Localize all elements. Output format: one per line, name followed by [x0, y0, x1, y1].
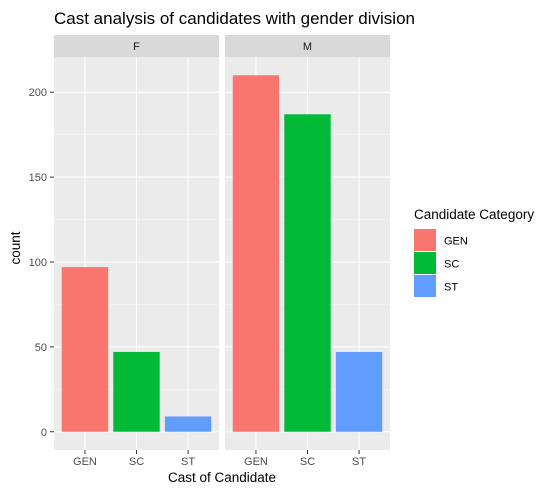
legend: Candidate Category GEN SC ST	[414, 207, 534, 297]
legend-label: SC	[444, 259, 459, 271]
legend-title: Candidate Category	[414, 207, 534, 222]
y-tick-label: 50	[35, 342, 47, 354]
facet-strip	[225, 35, 390, 57]
bar-m-gen	[232, 75, 280, 432]
y-tick-label: 0	[41, 427, 47, 439]
legend-keys: GEN SC ST	[414, 229, 468, 297]
x-tick-label: GEN	[244, 456, 268, 468]
legend-key-st	[414, 275, 436, 297]
x-tick-label: SC	[129, 456, 144, 468]
x-tick-label: SC	[300, 456, 315, 468]
facet-strip	[54, 35, 219, 57]
y-axis-title: count	[8, 231, 23, 264]
legend-label: ST	[444, 282, 458, 294]
y-tick-label: 200	[29, 87, 47, 99]
legend-key-gen	[414, 229, 436, 251]
x-axis: GEN SC ST GEN SC ST	[73, 450, 366, 468]
bar-f-gen	[61, 267, 109, 432]
facet-panel-f: F	[54, 35, 219, 450]
legend-key-sc	[414, 252, 436, 274]
bar-f-st	[164, 416, 212, 432]
x-tick-label: ST	[181, 456, 195, 468]
bar-m-sc	[284, 114, 331, 432]
bar-m-st	[335, 351, 383, 432]
facet-strip-label: F	[133, 41, 140, 53]
x-tick-label: ST	[352, 456, 366, 468]
facet-panel-m: M	[225, 35, 390, 450]
x-tick-label: GEN	[73, 456, 97, 468]
y-tick-label: 150	[29, 172, 47, 184]
y-tick-label: 100	[29, 257, 47, 269]
facet-strip-label: M	[303, 41, 312, 53]
chart-title: Cast analysis of candidates with gender …	[54, 9, 415, 28]
y-axis: 0 50 100 150 200	[29, 87, 54, 439]
legend-label: GEN	[444, 236, 468, 248]
bar-f-sc	[113, 351, 160, 432]
x-axis-title: Cast of Candidate	[168, 470, 276, 485]
